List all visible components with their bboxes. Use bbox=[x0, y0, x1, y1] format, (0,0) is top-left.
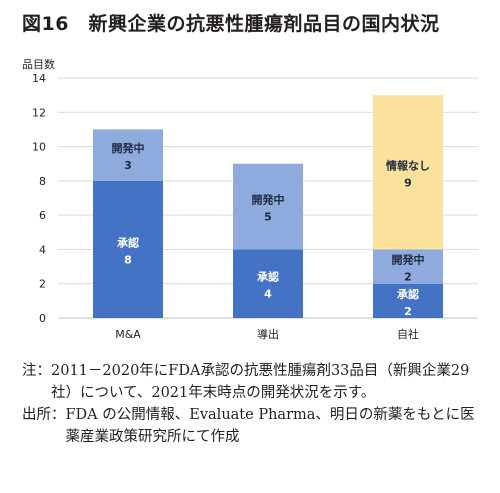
segment-value-label: 5 bbox=[264, 211, 272, 224]
segment-series-label: 承認 bbox=[117, 235, 139, 249]
bar-segment bbox=[233, 163, 303, 250]
y-tick-label: 6 bbox=[39, 209, 46, 222]
segment-value-label: 9 bbox=[404, 176, 412, 189]
segment-value-label: 2 bbox=[404, 305, 412, 318]
y-tick-label: 8 bbox=[39, 175, 46, 188]
y-tick-label: 4 bbox=[39, 243, 46, 256]
segment-value-label: 8 bbox=[124, 253, 132, 266]
segment-value-label: 2 bbox=[404, 271, 412, 284]
y-tick-label: 10 bbox=[32, 141, 46, 154]
bars: 承認 8 開発中 3 承認 4 開発中 5 承認 2 開発中 2 情報なし 9 bbox=[93, 95, 443, 318]
note-line: 注： 2011－2020年にFDA承認の抗悪性腫瘍剤33品目（新興企業29社）に… bbox=[22, 360, 487, 404]
y-tick-labels: 0 2 4 6 8 10 12 14 bbox=[32, 72, 46, 325]
source-heading: 出所： bbox=[22, 407, 66, 423]
bar-segment bbox=[93, 129, 163, 181]
x-tick-label: M&A bbox=[115, 328, 141, 341]
note-heading: 注： bbox=[22, 363, 51, 379]
segment-value-label: 3 bbox=[124, 159, 132, 172]
note-text: 2011－2020年にFDA承認の抗悪性腫瘍剤33品目（新興企業29社）について… bbox=[51, 363, 470, 401]
bar-segment bbox=[233, 249, 303, 318]
segment-value-label: 4 bbox=[264, 288, 272, 301]
figure-notes: 注： 2011－2020年にFDA承認の抗悪性腫瘍剤33品目（新興企業29社）に… bbox=[22, 360, 487, 448]
bar-segment bbox=[93, 180, 163, 318]
segment-series-label: 承認 bbox=[257, 270, 279, 284]
y-tick-label: 2 bbox=[39, 278, 46, 291]
y-tick-label: 0 bbox=[39, 312, 46, 325]
segment-series-label: 開発中 bbox=[252, 193, 285, 207]
x-tick-label: 導出 bbox=[257, 327, 279, 341]
bar-segment bbox=[373, 283, 443, 318]
y-tick-label: 14 bbox=[32, 72, 46, 85]
bar-segment bbox=[373, 249, 443, 284]
y-tick-label: 12 bbox=[32, 106, 46, 119]
segment-series-label: 開発中 bbox=[392, 253, 425, 267]
segment-series-label: 承認 bbox=[397, 287, 419, 301]
source-line: 出所： FDA の公開情報、Evaluate Pharma、明日の新薬をもとに医… bbox=[22, 404, 487, 448]
segment-series-label: 情報なし bbox=[386, 158, 430, 172]
x-tick-label: 自社 bbox=[397, 327, 419, 341]
bar-segment bbox=[373, 95, 443, 250]
x-tick-labels: M&A 導出 自社 bbox=[115, 327, 419, 341]
stacked-bar-chart: 品目数 0 2 4 6 8 10 12 14 承認 8 開発中 3 承認 4 開発中 5 承認 2 開発中 2 情報な… bbox=[22, 58, 478, 341]
figure-title: 図16 新興企業の抗悪性腫瘍剤品目の国内状況 bbox=[22, 13, 440, 35]
y-axis-label: 品目数 bbox=[22, 58, 55, 71]
segment-series-label: 開発中 bbox=[112, 141, 145, 155]
source-text: FDA の公開情報、Evaluate Pharma、明日の新薬をもとに医薬産業政… bbox=[65, 407, 475, 445]
